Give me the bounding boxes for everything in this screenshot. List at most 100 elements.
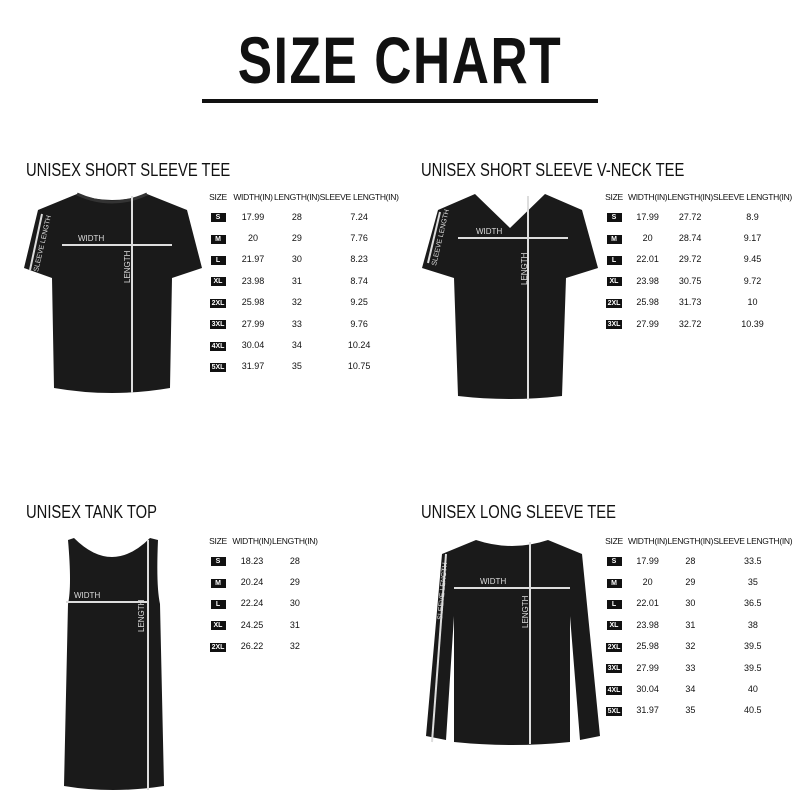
table-row: L 22.01 29.72 9.45 xyxy=(600,249,792,270)
measurement-cell: 8.74 xyxy=(350,275,368,286)
measurement-cell: 36.5 xyxy=(744,598,762,609)
size-cell: XL xyxy=(204,270,232,291)
size-badge: L xyxy=(210,255,226,265)
table-row: XL 24.25 31 xyxy=(204,614,318,635)
length-label: LENGTH xyxy=(137,599,146,632)
tank-top-image: WIDTH LENGTH xyxy=(64,538,164,790)
measurement-cell: 28 xyxy=(685,555,696,566)
size-badge: M xyxy=(606,578,622,588)
size-cell: 4XL xyxy=(600,678,628,699)
size-cell: XL xyxy=(600,270,628,291)
measurement-cell: 10.75 xyxy=(347,361,371,372)
measurement-cell: 29 xyxy=(685,577,696,588)
size-cell: M xyxy=(204,227,232,248)
measurement-cell: 30 xyxy=(289,598,300,609)
measurement-cell: 22.01 xyxy=(636,598,659,609)
size-badge: S xyxy=(606,213,622,223)
measurement-cell: 31.73 xyxy=(678,297,702,308)
table-row: M 20.24 29 xyxy=(204,571,318,592)
size-cell: M xyxy=(600,227,628,248)
column-header: LENGTH(IN) xyxy=(272,536,318,546)
section-title-short-sleeve-tee: UNISEX SHORT SLEEVE TEE xyxy=(26,160,231,180)
size-badge: S xyxy=(210,557,226,567)
size-badge: L xyxy=(606,255,622,265)
v-neck-tee-image: WIDTH LENGTH SLEEVE LENGTH xyxy=(422,194,598,400)
size-cell: L xyxy=(204,593,232,614)
width-label: WIDTH xyxy=(480,577,506,586)
size-cell: 2XL xyxy=(204,292,232,313)
table-row: L 21.97 30 8.23 xyxy=(204,249,399,270)
size-badge: 2XL xyxy=(605,642,623,652)
size-cell: L xyxy=(204,249,232,270)
size-cell: 3XL xyxy=(600,657,628,678)
measurement-cell: 29.72 xyxy=(678,254,702,265)
column-header: WIDTH(IN) xyxy=(628,536,668,546)
size-badge: 2XL xyxy=(209,298,227,308)
measurement-cell: 27.72 xyxy=(678,211,702,222)
size-cell: 5XL xyxy=(600,700,628,721)
page-title: SIZE CHART xyxy=(237,23,563,97)
table-row: 3XL 27.99 33 9.76 xyxy=(204,313,399,334)
measurement-cell: 23.98 xyxy=(241,275,265,286)
size-table-long-sleeve-tee: SIZE WIDTH(IN) LENGTH(IN) SLEEVE LENGTH(IN)… xyxy=(600,532,793,721)
measurement-cell: 31 xyxy=(685,619,696,630)
measurement-cell: 17.99 xyxy=(636,211,659,222)
measurement-cell: 31 xyxy=(289,619,300,630)
size-table-short-sleeve-tee: SIZE WIDTH(IN) LENGTH(IN) SLEEVE LENGTH(IN)… xyxy=(204,188,399,377)
length-label: LENGTH xyxy=(520,252,529,285)
measurement-cell: 26.22 xyxy=(240,641,264,652)
size-cell: S xyxy=(204,206,232,227)
width-label: WIDTH xyxy=(78,234,104,243)
table-row: 2XL 26.22 32 xyxy=(204,636,318,657)
measurement-cell: 30 xyxy=(291,254,302,265)
size-badge: 5XL xyxy=(605,706,623,716)
measurement-cell: 28 xyxy=(291,211,302,222)
size-badge: XL xyxy=(606,277,622,287)
measurement-cell: 22.01 xyxy=(636,254,659,265)
measurement-cell: 29 xyxy=(289,577,300,588)
size-cell: 2XL xyxy=(600,292,628,313)
measurement-cell: 32 xyxy=(685,641,696,652)
measurement-cell: 35 xyxy=(747,577,758,588)
measurement-cell: 20 xyxy=(642,577,653,588)
size-badge: S xyxy=(606,557,622,567)
size-cell: S xyxy=(600,550,628,571)
table-header-row: SIZE WIDTH(IN) LENGTH(IN) SLEEVE LENGTH(IN) xyxy=(600,532,792,550)
section-title-tank-top: UNISEX TANK TOP xyxy=(26,502,157,522)
size-cell: 3XL xyxy=(204,313,232,334)
size-badge: XL xyxy=(210,621,226,631)
table-row: L 22.01 30 36.5 xyxy=(600,593,792,614)
measurement-cell: 32.72 xyxy=(678,318,702,329)
measurement-cell: 8.23 xyxy=(350,254,368,265)
size-badge: 5XL xyxy=(209,362,227,372)
size-cell: L xyxy=(600,593,628,614)
column-header: SIZE xyxy=(209,192,227,202)
measurement-cell: 38 xyxy=(747,619,758,630)
measurement-cell: 20 xyxy=(642,233,653,244)
long-sleeve-tee-image: WIDTH LENGTH SLEEVE LENGTH xyxy=(426,540,600,745)
measurement-cell: 31 xyxy=(291,275,302,286)
table-row: S 17.99 28 33.5 xyxy=(600,550,792,571)
measurement-cell: 27.99 xyxy=(241,318,265,329)
measurement-cell: 23.98 xyxy=(636,275,659,286)
table-header-row: SIZE WIDTH(IN) LENGTH(IN) SLEEVE LENGTH(IN) xyxy=(600,188,792,206)
column-header: LENGTH(IN) xyxy=(274,192,320,202)
column-header: SLEEVE LENGTH(IN) xyxy=(712,192,792,202)
size-cell: L xyxy=(600,249,628,270)
short-sleeve-tee-image: WIDTH LENGTH SLEEVE LENGTH xyxy=(24,192,202,393)
size-badge: 2XL xyxy=(209,642,227,652)
measurement-cell: 33 xyxy=(291,318,302,329)
size-badge: M xyxy=(210,578,226,588)
measurement-cell: 24.25 xyxy=(240,619,264,630)
section-title-v-neck-tee: UNISEX SHORT SLEEVE V-NECK TEE xyxy=(421,160,685,180)
table-row: S 17.99 27.72 8.9 xyxy=(600,206,792,227)
size-badge: L xyxy=(606,599,622,609)
measurement-cell: 20 xyxy=(247,233,258,244)
size-badge: 3XL xyxy=(605,664,623,674)
column-header: WIDTH(IN) xyxy=(233,192,273,202)
measurement-cell: 9.72 xyxy=(743,275,762,286)
measurement-cell: 35 xyxy=(685,705,696,716)
column-header: SIZE xyxy=(605,192,623,202)
column-header: LENGTH(IN) xyxy=(667,536,714,546)
measurement-cell: 18.23 xyxy=(240,555,264,566)
